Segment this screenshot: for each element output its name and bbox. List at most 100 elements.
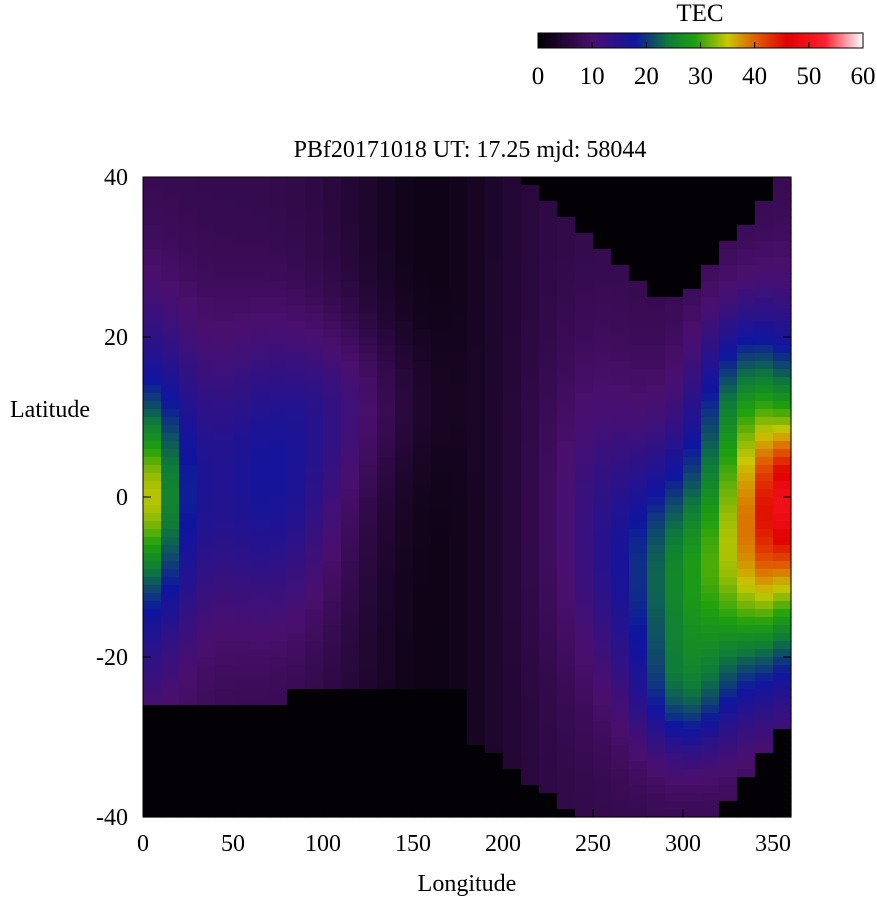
heatmap-cell <box>647 393 666 402</box>
heatmap-cell <box>485 401 504 410</box>
heatmap-cell <box>557 433 576 442</box>
heatmap-cell <box>755 217 774 226</box>
heatmap-cell <box>557 505 576 514</box>
heatmap-cell <box>215 633 234 642</box>
heatmap-cell <box>737 489 756 498</box>
heatmap-cell <box>215 457 234 466</box>
heatmap-cell <box>287 601 306 610</box>
heatmap-cell <box>305 705 324 714</box>
heatmap-cell <box>719 777 738 786</box>
heatmap-cell <box>377 577 396 586</box>
heatmap-cell <box>737 521 756 530</box>
heatmap-cell <box>287 793 306 802</box>
heatmap-cell <box>215 185 234 194</box>
heatmap-cell <box>413 425 432 434</box>
heatmap-cell <box>395 497 414 506</box>
heatmap-cell <box>305 609 324 618</box>
heatmap-cell <box>269 457 288 466</box>
heatmap-cell <box>611 713 630 722</box>
heatmap-cell <box>611 689 630 698</box>
heatmap-cell <box>269 633 288 642</box>
heatmap-cell <box>485 665 504 674</box>
heatmap-cell <box>377 177 396 186</box>
heatmap-cell <box>647 313 666 322</box>
heatmap-cell <box>575 281 594 290</box>
heatmap-cell <box>503 465 522 474</box>
heatmap-cell <box>143 801 162 810</box>
heatmap-cell <box>161 657 180 666</box>
heatmap-cell <box>575 361 594 370</box>
heatmap-cell <box>233 601 252 610</box>
heatmap-cell <box>377 377 396 386</box>
heatmap-cell <box>287 521 306 530</box>
heatmap-cell <box>467 633 486 642</box>
heatmap-cell <box>503 297 522 306</box>
heatmap-cell <box>647 809 666 818</box>
heatmap-cell <box>323 305 342 314</box>
heatmap-cell <box>215 233 234 242</box>
heatmap-cell <box>161 737 180 746</box>
heatmap-cell <box>575 729 594 738</box>
heatmap-cell <box>467 649 486 658</box>
heatmap-cell <box>719 673 738 682</box>
heatmap-cell <box>179 361 198 370</box>
heatmap-cell <box>755 313 774 322</box>
heatmap-cell <box>503 265 522 274</box>
heatmap-cell <box>701 329 720 338</box>
heatmap-cell <box>773 217 792 226</box>
heatmap-cell <box>485 745 504 754</box>
heatmap-cell <box>305 793 324 802</box>
heatmap-cell <box>179 217 198 226</box>
heatmap-cell <box>179 609 198 618</box>
heatmap-cell <box>719 257 738 266</box>
heatmap-cell <box>539 337 558 346</box>
heatmap-cell <box>251 433 270 442</box>
heatmap-cell <box>755 505 774 514</box>
heatmap-cell <box>269 665 288 674</box>
heatmap-cell <box>557 585 576 594</box>
heatmap-cell <box>143 185 162 194</box>
heatmap-cell <box>197 553 216 562</box>
heatmap-cell <box>773 241 792 250</box>
heatmap-cell <box>593 737 612 746</box>
heatmap-cell <box>377 529 396 538</box>
heatmap-cell <box>413 593 432 602</box>
heatmap-cell <box>359 785 378 794</box>
heatmap-cell <box>521 673 540 682</box>
heatmap-cell <box>431 553 450 562</box>
heatmap-cell <box>467 561 486 570</box>
heatmap-cell <box>287 281 306 290</box>
heatmap-cell <box>251 369 270 378</box>
heatmap-cell <box>431 417 450 426</box>
heatmap-cell <box>539 257 558 266</box>
heatmap-cell <box>683 297 702 306</box>
heatmap-cell <box>503 385 522 394</box>
heatmap-cell <box>485 241 504 250</box>
heatmap-cell <box>755 489 774 498</box>
heatmap-cell <box>539 217 558 226</box>
heatmap-cell <box>179 481 198 490</box>
heatmap-cell <box>755 793 774 802</box>
heatmap-cell <box>341 809 360 818</box>
heatmap-cell <box>737 425 756 434</box>
heatmap-cell <box>341 177 360 186</box>
heatmap-cell <box>593 177 612 186</box>
heatmap-cell <box>287 593 306 602</box>
heatmap-cell <box>161 361 180 370</box>
heatmap-cell <box>467 217 486 226</box>
heatmap-cell <box>395 393 414 402</box>
heatmap-cell <box>575 649 594 658</box>
heatmap-cell <box>521 449 540 458</box>
heatmap-cell <box>287 193 306 202</box>
heatmap-cell <box>197 585 216 594</box>
heatmap-cell <box>665 337 684 346</box>
heatmap-cell <box>359 377 378 386</box>
heatmap-cell <box>251 401 270 410</box>
heatmap-cell <box>539 497 558 506</box>
heatmap-cell <box>305 369 324 378</box>
heatmap-cell <box>611 473 630 482</box>
heatmap-cell <box>143 273 162 282</box>
heatmap-cell <box>575 201 594 210</box>
heatmap-cell <box>665 625 684 634</box>
heatmap-cell <box>485 553 504 562</box>
